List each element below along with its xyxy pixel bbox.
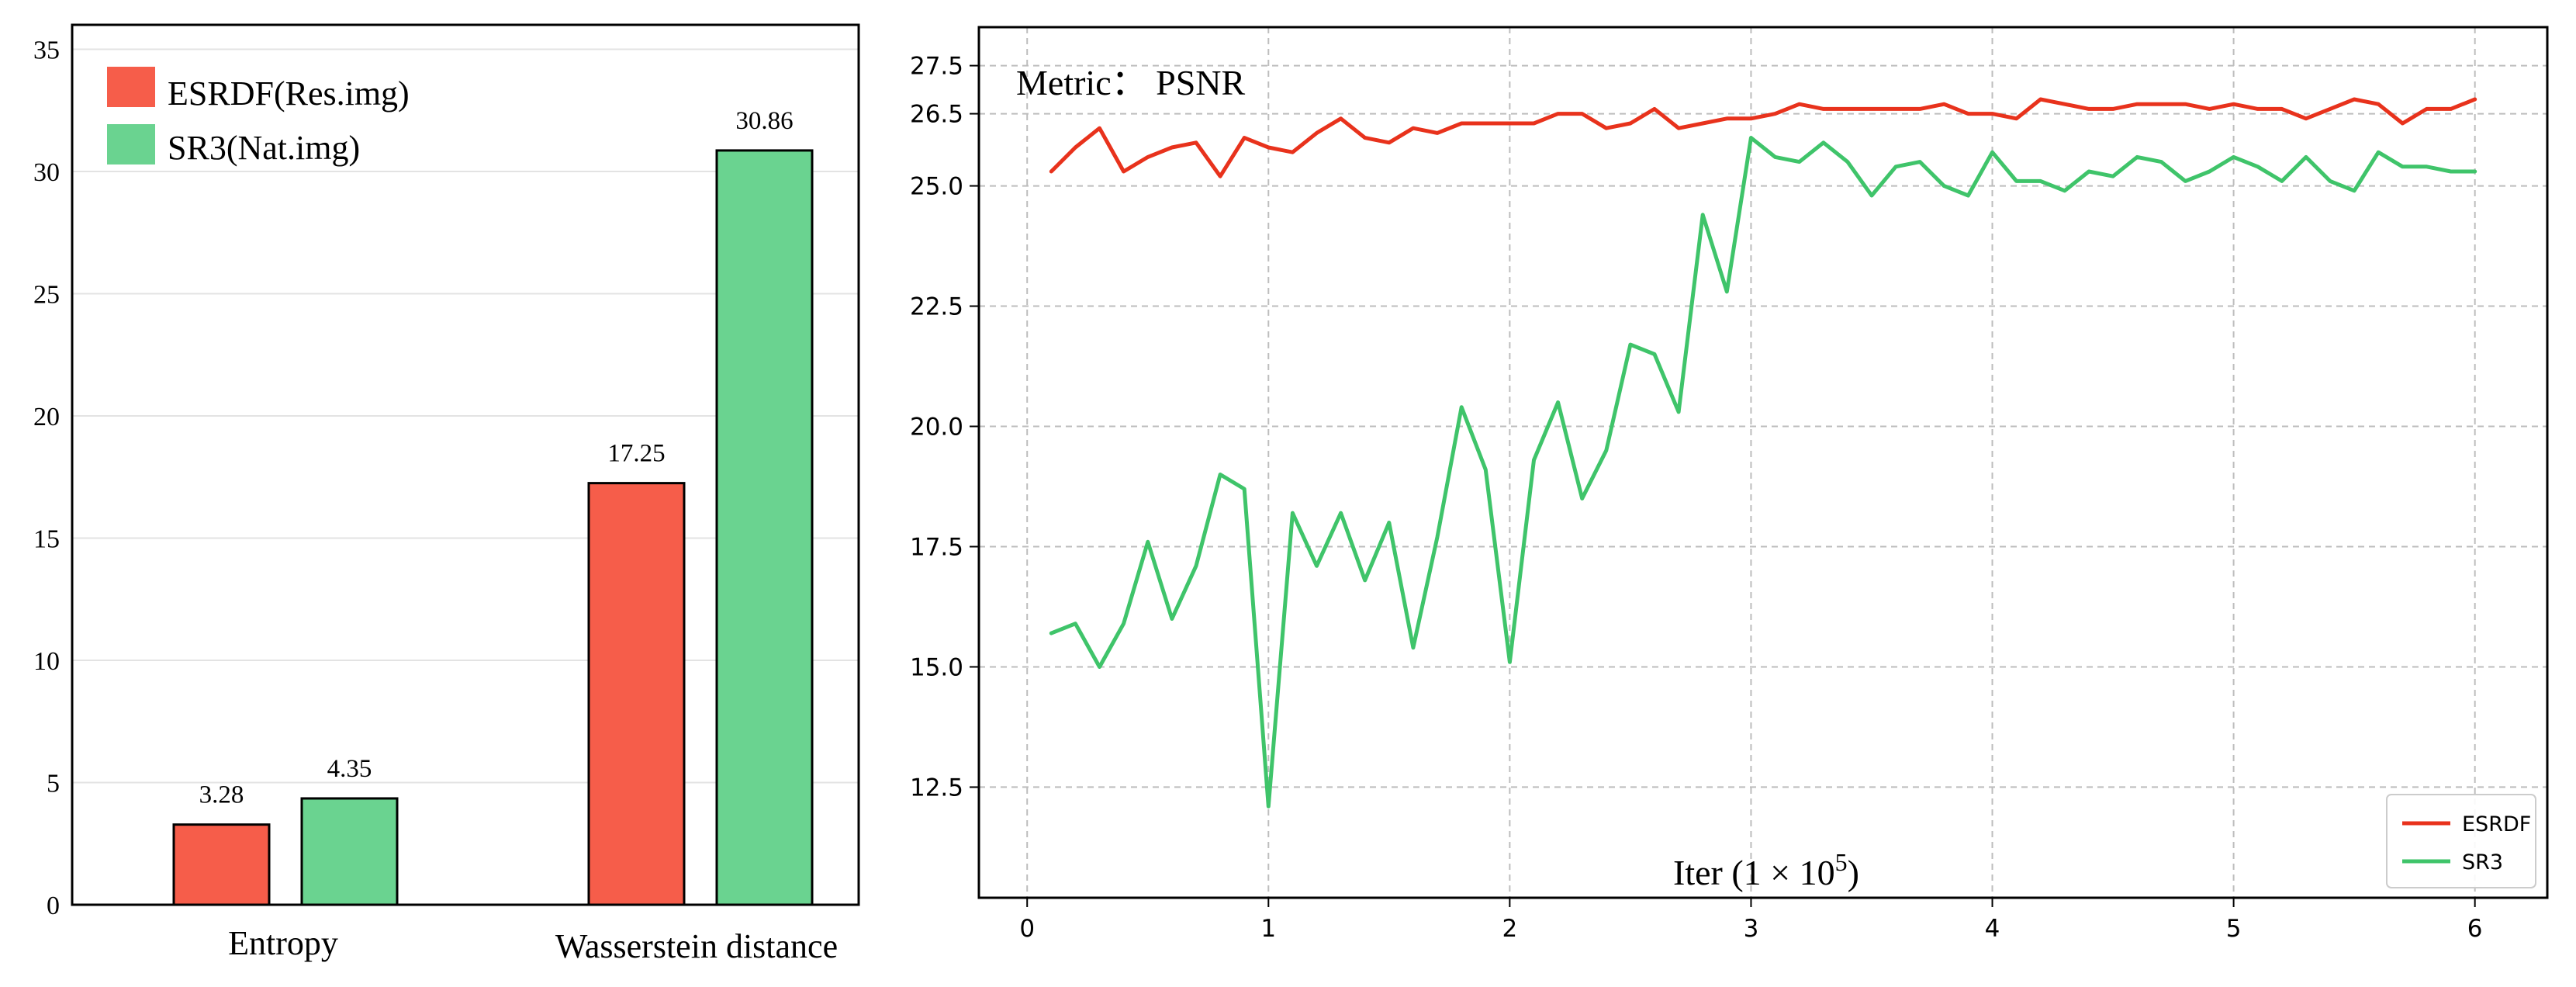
legend-label-sr3-line: SR3 bbox=[2462, 850, 2503, 874]
x-label-prefix: Iter (1 × 10 bbox=[1673, 853, 1835, 892]
bar-sr3 bbox=[300, 797, 399, 906]
bar-gridlines bbox=[72, 48, 859, 784]
legend-label-sr3: SR3(Nat.img) bbox=[168, 129, 360, 167]
bar-value-label: 3.28 bbox=[199, 781, 244, 809]
line-series bbox=[1049, 97, 2477, 809]
bar-value-label: 17.25 bbox=[607, 440, 665, 468]
line-x-tick-label: 1 bbox=[1260, 915, 1276, 943]
line-plot-frame bbox=[977, 26, 2549, 899]
bar-plot-frame bbox=[71, 23, 860, 906]
bar-y-tick-label: 20 bbox=[33, 403, 60, 431]
line-y-tick-label: 26.5 bbox=[910, 101, 963, 129]
line-chart-title: Metric： PSNR bbox=[1016, 63, 1246, 102]
line-x-axis-ticks: 0 1 2 3 4 5 6 bbox=[1019, 898, 2483, 943]
x-label-exponent: 5 bbox=[1835, 848, 1848, 876]
line-y-tick-label: 15.0 bbox=[910, 653, 963, 681]
bar-esrdf bbox=[587, 482, 686, 906]
bar-y-tick-label: 10 bbox=[33, 647, 60, 676]
line-chart: 12.5 15.0 17.5 20.0 22.5 25.0 26.5 27.5 0 1 2 3 4 5 6… bbox=[910, 26, 2549, 943]
legend-label-esrdf-line: ESRDF bbox=[2462, 812, 2531, 836]
line-x-tick-label: 4 bbox=[1985, 915, 2000, 943]
line-y-tick-label: 17.5 bbox=[910, 533, 963, 561]
legend-label-esrdf: ESRDF(Res.img) bbox=[168, 74, 410, 113]
bar-y-tick-label: 0 bbox=[47, 892, 60, 920]
line-y-tick-label: 20.0 bbox=[910, 414, 963, 442]
line-y-tick-label: 22.5 bbox=[910, 293, 963, 321]
bar-category-label: Entropy bbox=[228, 924, 338, 962]
bar-y-axis-ticks: 0 5 10 15 20 25 30 35 bbox=[33, 36, 60, 921]
bar-value-label: 4.35 bbox=[327, 755, 372, 783]
line-gridlines bbox=[979, 27, 2547, 898]
line-y-axis-ticks: 12.5 15.0 17.5 20.0 22.5 25.0 26.5 27.5 bbox=[910, 53, 979, 802]
legend-swatch-esrdf bbox=[107, 67, 155, 107]
bar-category-label: Wasserstein distance bbox=[555, 927, 838, 965]
line-y-tick-label: 25.0 bbox=[910, 173, 963, 201]
legend-swatch-sr3 bbox=[107, 124, 155, 164]
bar-y-tick-label: 15 bbox=[33, 525, 60, 554]
bar-y-tick-label: 30 bbox=[33, 158, 60, 187]
line-legend: ESRDF SR3 bbox=[2386, 794, 2536, 888]
line-legend-box bbox=[2386, 794, 2536, 888]
bar-sr3 bbox=[715, 149, 814, 906]
bar-legend: ESRDF(Res.img) SR3(Nat.img) bbox=[107, 67, 410, 167]
bar-marks bbox=[172, 149, 814, 906]
bar-y-tick-label: 25 bbox=[33, 281, 60, 310]
series-line-esrdf bbox=[1049, 97, 2477, 178]
line-x-tick-label: 0 bbox=[1019, 915, 1035, 943]
line-x-tick-label: 5 bbox=[2226, 915, 2242, 943]
line-x-tick-label: 2 bbox=[1502, 915, 1518, 943]
bar-x-axis-ticks: Entropy Wasserstein distance bbox=[228, 924, 838, 965]
line-x-tick-label: 6 bbox=[2467, 915, 2483, 943]
bar-y-tick-label: 5 bbox=[47, 770, 60, 798]
series-line-sr3 bbox=[1049, 136, 2477, 809]
bar-value-labels: 3.28 17.25 4.35 30.86 bbox=[199, 107, 794, 809]
bar-y-tick-label: 35 bbox=[33, 36, 60, 65]
line-y-tick-label: 27.5 bbox=[910, 53, 963, 81]
line-x-tick-label: 3 bbox=[1744, 915, 1759, 943]
bar-value-label: 30.86 bbox=[735, 107, 793, 135]
line-y-tick-label: 12.5 bbox=[910, 774, 963, 802]
line-x-axis-label: Iter (1 × 105) bbox=[1673, 848, 1859, 892]
bar-esrdf bbox=[172, 823, 271, 906]
bar-chart: 3.28 17.25 4.35 30.86 0 5 10 15 20 25 30 35 Entrop… bbox=[33, 23, 860, 965]
x-label-suffix: ) bbox=[1848, 853, 1859, 892]
